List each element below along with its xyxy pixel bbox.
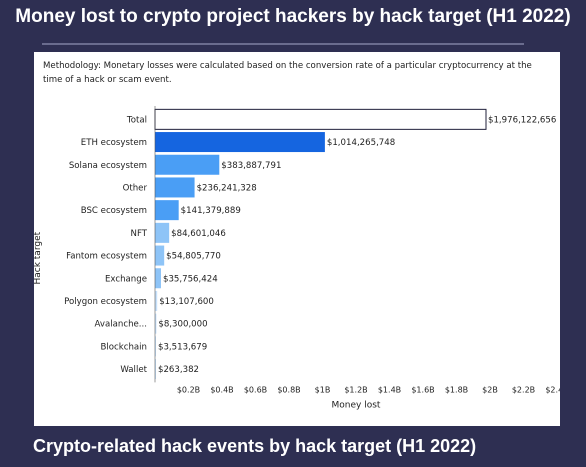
category-label: ETH ecosystem bbox=[81, 138, 147, 148]
category-label: Total bbox=[126, 115, 147, 125]
x-tick-label: $1.6B bbox=[411, 385, 434, 394]
bar-value-label: $35,756,424 bbox=[163, 274, 218, 284]
bar bbox=[155, 177, 195, 198]
x-tick-label: $1.2B bbox=[344, 385, 367, 394]
category-label: Blockchain bbox=[100, 342, 147, 352]
bar-value-label: $141,379,889 bbox=[181, 206, 241, 216]
next-section-title: Crypto-related hack events by hack targe… bbox=[33, 436, 477, 456]
category-label: Other bbox=[123, 183, 148, 193]
bar-value-label: $236,241,328 bbox=[197, 183, 257, 193]
bar-value-label: $3,513,679 bbox=[158, 342, 207, 352]
x-tick-label: $1.4B bbox=[378, 385, 401, 394]
x-tick-label: $0.4B bbox=[210, 385, 233, 394]
bar bbox=[155, 200, 179, 221]
bar bbox=[155, 245, 165, 266]
bar-value-label: $13,107,600 bbox=[159, 297, 214, 307]
bar bbox=[155, 359, 156, 380]
bar-value-label: $54,805,770 bbox=[166, 252, 221, 262]
bar-value-label: $383,887,791 bbox=[221, 161, 281, 171]
title-divider bbox=[42, 43, 524, 45]
bar-value-label: $1,014,265,748 bbox=[327, 138, 395, 148]
bar-value-label: $1,976,122,656 bbox=[488, 115, 556, 125]
bar bbox=[155, 154, 220, 175]
bar-value-label: $84,601,046 bbox=[171, 229, 226, 239]
bar bbox=[155, 290, 158, 311]
x-tick-label: $1B bbox=[315, 385, 331, 394]
x-tick-label: $0.8B bbox=[277, 385, 300, 394]
bar bbox=[154, 108, 487, 130]
bar bbox=[155, 132, 325, 153]
bar-value-label: $8,300,000 bbox=[158, 320, 207, 330]
bar bbox=[155, 336, 156, 357]
category-label: Polygon ecosystem bbox=[64, 297, 147, 307]
x-tick-label: $0.2B bbox=[177, 385, 200, 394]
x-tick-label: $1.8B bbox=[445, 385, 468, 394]
category-label: Wallet bbox=[120, 365, 147, 375]
methodology-note: Methodology: Monetary losses were calcul… bbox=[43, 61, 532, 85]
x-axis-title: Money lost bbox=[332, 400, 381, 410]
y-axis-title: Hack target bbox=[34, 231, 43, 284]
bar-chart: Total $1,976,122,656 ETH ecosystem $1,014,2… bbox=[34, 106, 560, 410]
x-tick-label: $0.6B bbox=[244, 385, 267, 394]
category-label: Solana ecosystem bbox=[69, 161, 147, 171]
x-tick-label: $2B bbox=[482, 385, 498, 394]
category-label: NFT bbox=[131, 229, 148, 239]
category-label: Avalanche... bbox=[95, 320, 147, 330]
bar bbox=[155, 268, 161, 289]
category-label: BSC ecosystem bbox=[81, 206, 147, 216]
x-tick-label: $2.4B bbox=[545, 385, 560, 394]
page-title: Money lost to crypto project hackers by … bbox=[15, 6, 571, 27]
bar bbox=[155, 222, 170, 243]
x-tick-label: $2.2B bbox=[512, 385, 535, 394]
bar bbox=[155, 313, 157, 334]
category-label: Fantom ecosystem bbox=[66, 252, 147, 262]
bar-value-label: $263,382 bbox=[158, 365, 199, 375]
category-label: Exchange bbox=[105, 274, 147, 284]
chart-card: Methodology: Monetary losses were calcul… bbox=[34, 52, 560, 426]
